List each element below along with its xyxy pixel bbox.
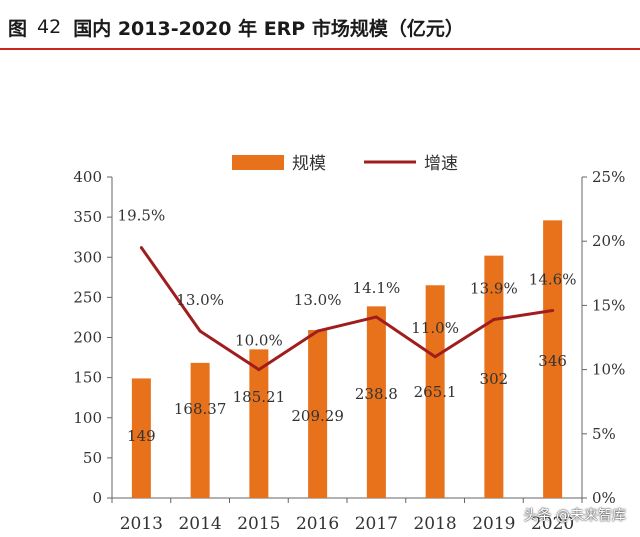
x-axis-tick-label: 2019	[472, 514, 515, 534]
growth-point-2017	[374, 315, 378, 319]
growth-point-2016	[316, 329, 320, 333]
bar-value-label: 185.21	[233, 388, 286, 406]
left-axis-tick-label: 100	[73, 409, 102, 427]
growth-value-label: 14.1%	[353, 279, 401, 297]
bar-value-label: 346	[538, 352, 567, 370]
growth-value-label: 19.5%	[118, 207, 166, 225]
growth-value-label: 13.0%	[294, 291, 342, 309]
source-watermark: 头条 @未来智库	[523, 508, 626, 524]
bar-value-label: 209.29	[291, 407, 344, 425]
legend-label-line: 增速	[424, 154, 458, 174]
growth-value-label: 14.6%	[529, 271, 577, 289]
bar-2016	[308, 330, 328, 498]
right-axis-tick-label: 0%	[592, 489, 616, 507]
figure-label: 图	[8, 17, 28, 40]
left-axis-tick-label: 350	[73, 208, 102, 226]
figure-title: 国内 2013-2020 年 ERP 市场规模（亿元）	[73, 17, 464, 40]
x-axis-tick-label: 2013	[120, 514, 163, 534]
right-axis-tick-label: 20%	[592, 232, 625, 250]
growth-value-label: 11.0%	[411, 319, 459, 337]
x-axis-tick-label: 2015	[237, 514, 280, 534]
growth-point-2014	[198, 329, 202, 333]
left-axis-tick-label: 400	[73, 168, 102, 186]
bar-value-label: 238.8	[355, 385, 398, 403]
left-axis-tick-label: 50	[83, 449, 102, 467]
growth-rate-line	[140, 246, 553, 372]
x-axis-tick-label: 2014	[178, 514, 221, 534]
right-axis-tick-label: 25%	[592, 168, 625, 186]
bar-2015	[249, 349, 269, 498]
growth-point-2020	[551, 309, 555, 313]
growth-point-2018	[433, 355, 437, 359]
x-axis-tick-label: 2016	[296, 514, 339, 534]
legend-swatch-bar	[232, 155, 284, 170]
legend-label-bar: 规模	[292, 154, 326, 174]
growth-point-2019	[492, 318, 496, 322]
figure-number: 42	[37, 16, 62, 38]
left-axis-tick-label: 200	[73, 329, 102, 347]
figure-header: 图 42 国内 2013-2020 年 ERP 市场规模（亿元）	[8, 10, 464, 44]
header-rule	[0, 48, 640, 50]
right-axis-tick-label: 15%	[592, 296, 625, 314]
left-axis-tick-label: 250	[73, 288, 102, 306]
left-axis-tick-label: 0	[92, 489, 102, 507]
bar-2018	[425, 285, 445, 498]
left-axis-tick-label: 300	[73, 248, 102, 266]
x-axis-tick-label: 2018	[413, 514, 456, 534]
bar-value-label: 168.37	[174, 400, 227, 418]
bar-2013	[131, 378, 151, 498]
growth-point-2013	[139, 246, 143, 250]
x-axis-tick-label: 2020	[531, 514, 574, 534]
bar-value-label: 302	[480, 370, 509, 388]
bar-2017	[366, 306, 386, 498]
growth-value-label: 13.0%	[176, 291, 224, 309]
left-axis-tick-label: 150	[73, 369, 102, 387]
right-axis-tick-label: 10%	[592, 361, 625, 379]
growth-point-2015	[257, 368, 261, 372]
bar-2014	[190, 362, 210, 498]
growth-value-label: 10.0%	[235, 332, 283, 350]
growth-value-label: 13.9%	[470, 280, 518, 298]
bar-2020	[543, 220, 563, 498]
bar-2019	[484, 255, 504, 498]
bar-value-label: 149	[127, 427, 156, 445]
bar-value-label: 265.1	[414, 383, 457, 401]
x-axis-tick-label: 2017	[355, 514, 398, 534]
right-axis-tick-label: 5%	[592, 425, 616, 443]
